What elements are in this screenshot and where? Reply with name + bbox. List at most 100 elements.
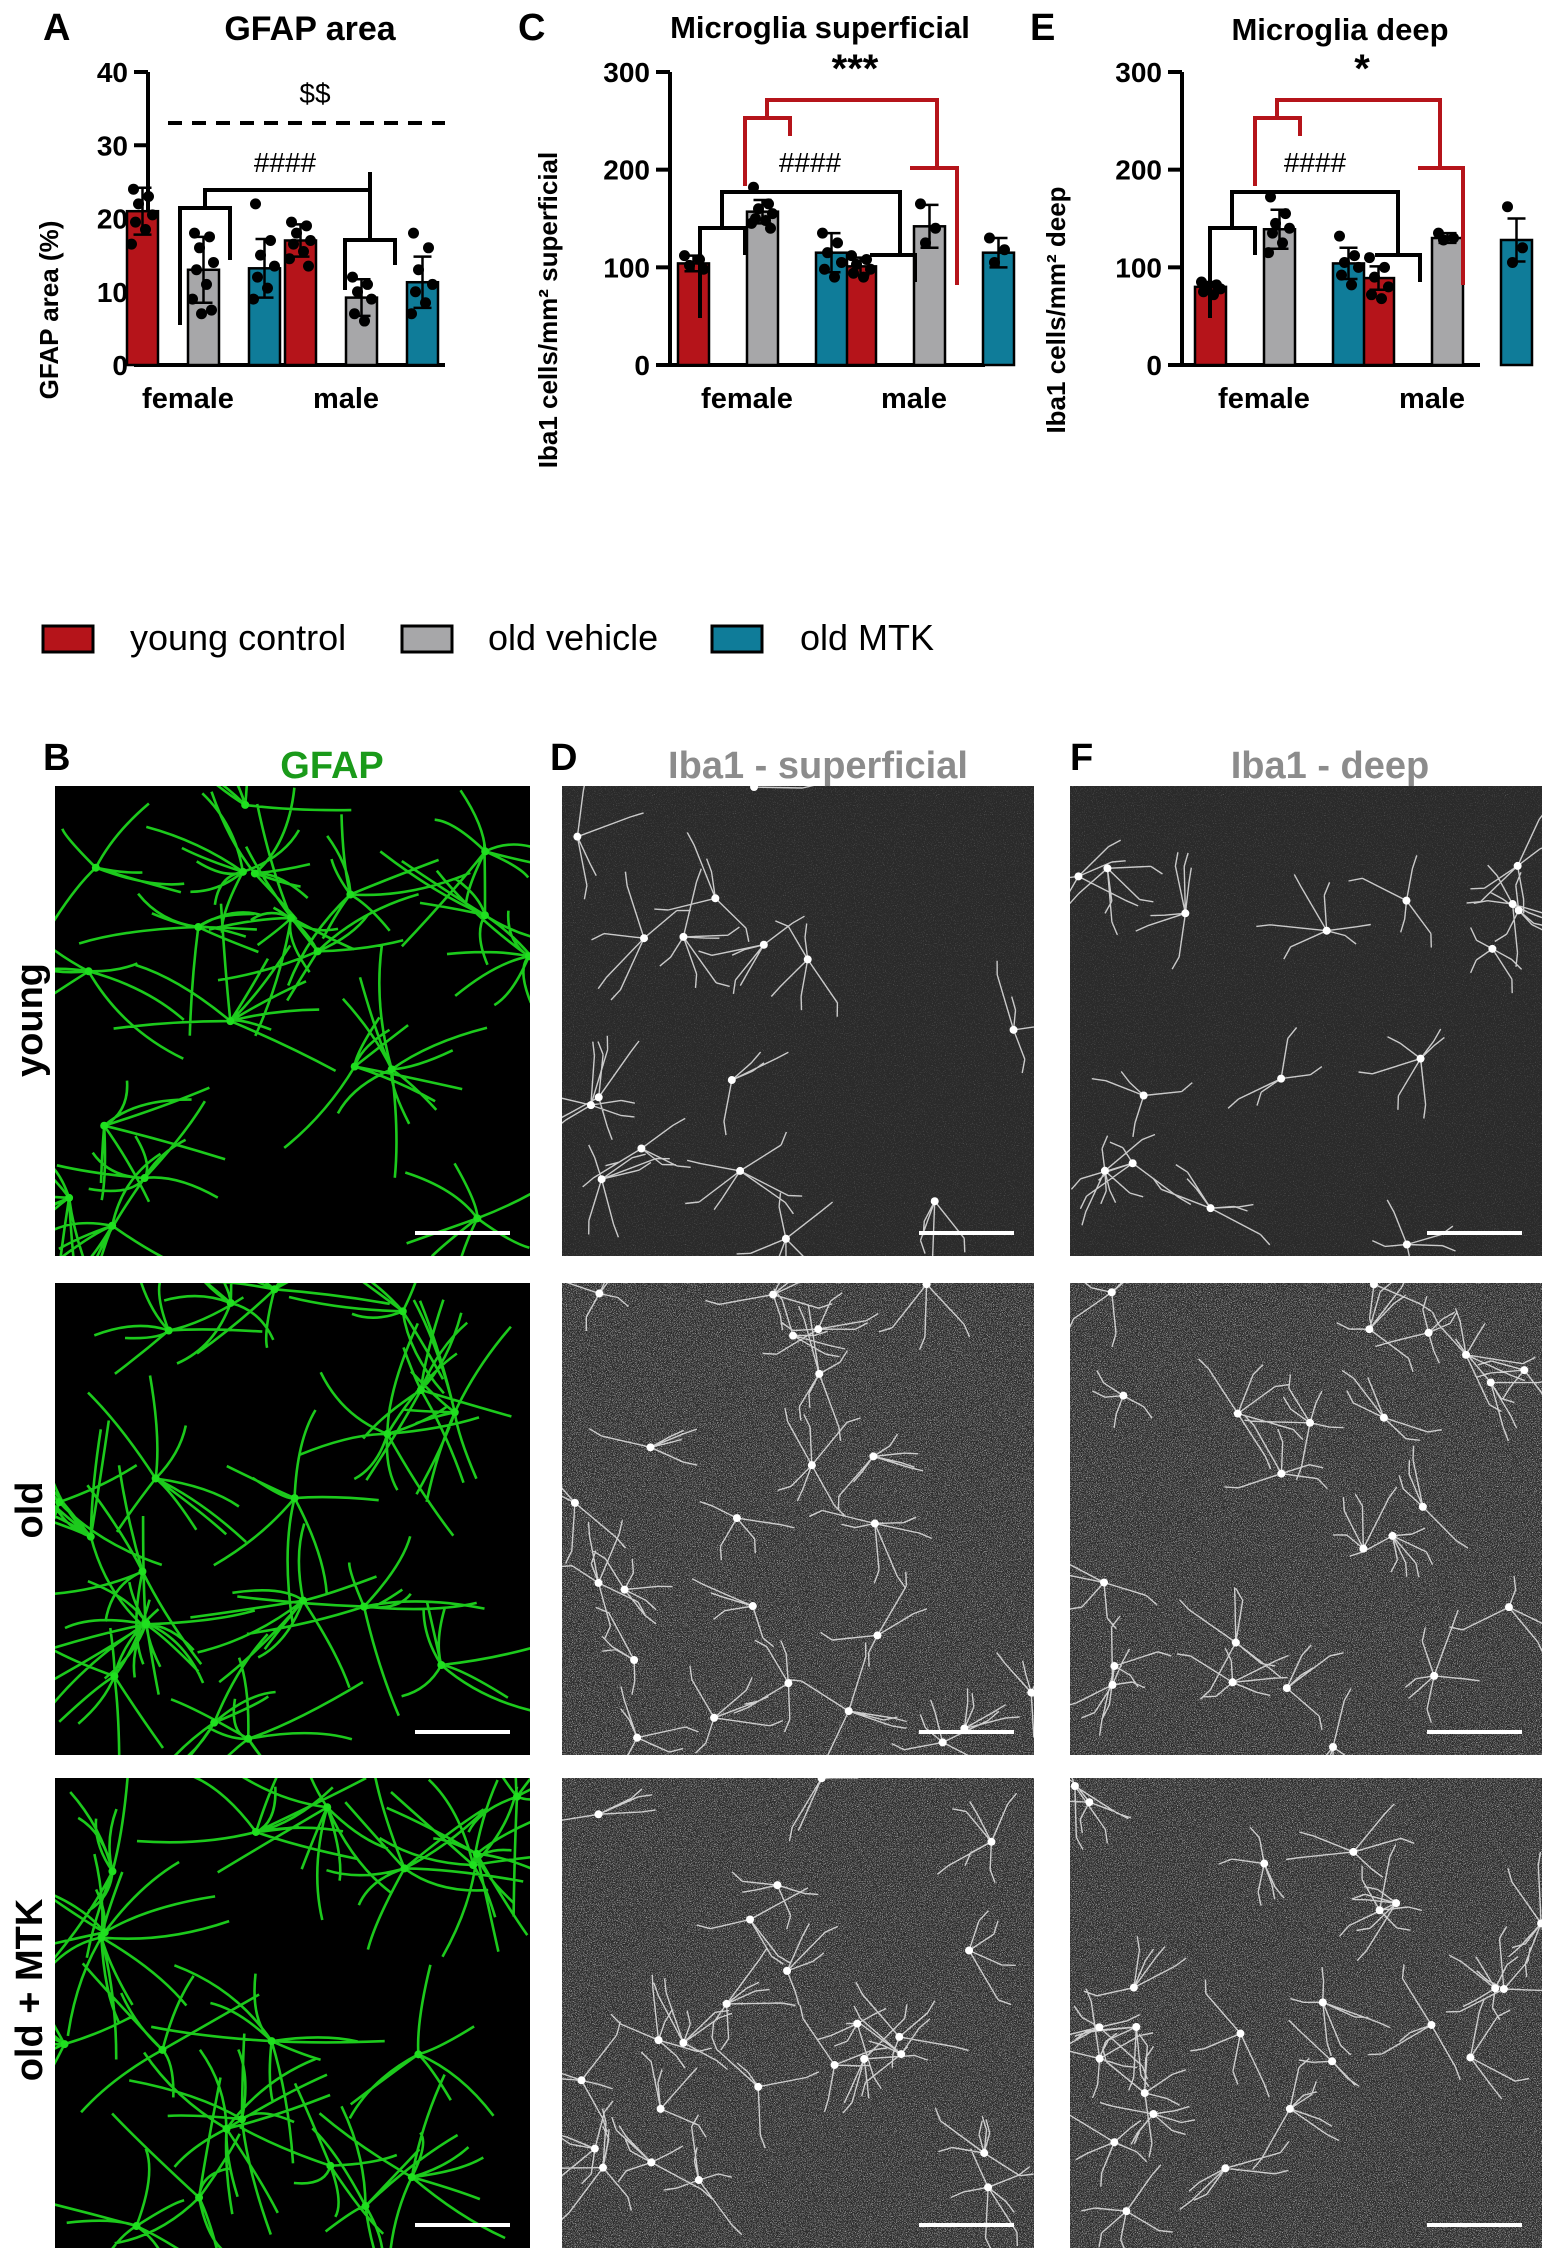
astrocyte-soma xyxy=(346,890,355,899)
microglia-processes xyxy=(562,1778,1034,2248)
sig-bracket-red-e xyxy=(1253,98,1465,285)
data-point xyxy=(858,271,869,283)
bar-young-control xyxy=(676,262,711,367)
microglia-soma xyxy=(594,1578,603,1587)
astrocyte-soma xyxy=(132,2222,141,2231)
tissue-grain xyxy=(562,1778,1034,2248)
microglia-soma xyxy=(930,1197,939,1206)
data-point xyxy=(1334,230,1345,242)
microglia-soma xyxy=(637,1144,646,1153)
data-point xyxy=(984,232,995,244)
micrograph-1-1 xyxy=(562,1283,1034,1755)
microglia-soma xyxy=(1488,944,1497,953)
y-axis-label-c: Iba1 cells/mm² superficial xyxy=(533,152,563,468)
astrocyte-soma xyxy=(473,1214,482,1223)
chart-title-e: Microglia deep xyxy=(1231,12,1448,47)
microglia-soma xyxy=(630,1655,639,1664)
data-point xyxy=(1349,250,1360,262)
panel-letter-d: D xyxy=(550,737,577,779)
microglia-processes xyxy=(1070,1283,1542,1755)
significance-c: *** #### xyxy=(698,47,959,318)
microglia-processes xyxy=(1070,814,1542,1256)
microglia-soma xyxy=(750,786,759,792)
microglia-soma xyxy=(1149,2110,1158,2119)
y-tick-label: 0 xyxy=(634,350,650,381)
microglia-soma xyxy=(640,934,649,943)
data-point xyxy=(930,222,941,234)
astrocyte-soma xyxy=(100,1928,109,1937)
microglia-soma xyxy=(1181,909,1190,918)
microglia-soma xyxy=(784,1679,793,1688)
astrocyte-soma xyxy=(512,1792,521,1801)
axes-c: 0 100 200 300 female male xyxy=(603,57,985,415)
microglia-soma xyxy=(1231,1638,1240,1647)
microglia-soma xyxy=(1103,864,1112,873)
microglia-soma xyxy=(722,1999,731,2008)
microglia-soma xyxy=(1221,2164,1230,2173)
data-point xyxy=(255,249,266,261)
astrocyte-soma xyxy=(86,1532,95,1541)
microglia-soma xyxy=(1095,2054,1104,2063)
data-point xyxy=(406,308,417,320)
bars-e xyxy=(1193,191,1534,367)
microglia-soma xyxy=(1328,2057,1337,2066)
microglia-soma xyxy=(1277,1074,1286,1083)
microglia-soma xyxy=(807,1461,816,1470)
data-point xyxy=(252,271,263,283)
astrocyte-soma xyxy=(241,800,250,809)
data-point xyxy=(915,198,926,210)
legend-label-old-mtk: old MTK xyxy=(800,617,934,658)
microglia-soma xyxy=(1462,1350,1471,1359)
microglia-soma xyxy=(586,1101,595,1110)
astrocyte-soma xyxy=(244,1734,253,1743)
data-point xyxy=(352,286,363,298)
astrocyte-soma xyxy=(481,847,490,856)
chart-title-a: GFAP area xyxy=(224,10,396,48)
micrograph-grid xyxy=(55,786,1542,2248)
y-axis-label-e: Iba1 cells/mm² deep xyxy=(1041,186,1071,433)
microglia-soma xyxy=(1100,1578,1109,1587)
y-tick-label: 40 xyxy=(97,57,128,88)
micrograph-0-2 xyxy=(55,1778,530,2248)
data-point xyxy=(819,263,830,275)
y-tick-label: 200 xyxy=(603,155,650,186)
microglia-processes xyxy=(1070,1778,1542,2248)
microglia-soma xyxy=(922,1283,931,1289)
data-point xyxy=(1198,286,1209,298)
panel-e: E Microglia deep Iba1 cells/mm² deep 0 10… xyxy=(1030,7,1534,434)
micrograph-1-0 xyxy=(562,786,1034,1256)
data-point xyxy=(303,260,314,272)
microglia-soma xyxy=(830,2060,839,2069)
data-point xyxy=(989,256,1000,268)
microglia-soma xyxy=(1228,1678,1237,1687)
astrocyte-soma xyxy=(323,1803,332,1812)
astrocyte-soma xyxy=(313,947,322,956)
data-point xyxy=(305,234,316,246)
data-point xyxy=(204,231,215,243)
astrocyte-soma xyxy=(450,1408,459,1417)
microglia-soma xyxy=(1318,1998,1327,2007)
data-point xyxy=(1270,217,1281,229)
data-point xyxy=(413,264,424,276)
astrocyte-soma xyxy=(267,2037,276,2046)
astrocyte-soma xyxy=(151,1474,160,1483)
data-point xyxy=(865,263,876,275)
astrocyte-soma xyxy=(326,2161,335,2170)
microglia-soma xyxy=(1095,2023,1104,2032)
bar-old-mtk xyxy=(981,251,1016,367)
microglia-soma xyxy=(570,1498,579,1507)
data-point xyxy=(1376,293,1387,305)
micrograph-2-1 xyxy=(1070,1283,1542,1755)
data-point xyxy=(999,244,1010,256)
data-point xyxy=(846,250,857,262)
data-point xyxy=(763,198,774,210)
data-point xyxy=(1517,242,1528,254)
data-point xyxy=(1379,261,1390,273)
tissue-grain xyxy=(1070,1778,1542,2248)
microglia-soma xyxy=(694,2176,703,2185)
micrograph-0-1 xyxy=(55,1283,530,1755)
astrocyte-soma xyxy=(524,952,530,961)
microglia-soma xyxy=(1110,2138,1119,2147)
legend-swatch-old-mtk xyxy=(710,624,764,654)
data-point xyxy=(128,183,139,195)
